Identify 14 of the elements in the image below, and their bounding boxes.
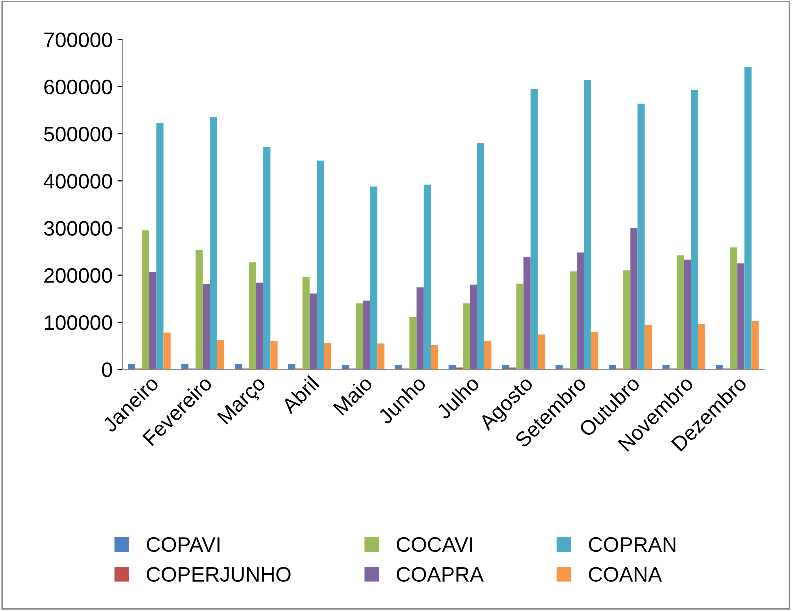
legend-label: COANA xyxy=(589,567,662,582)
y-tick-label: 200000 xyxy=(44,268,112,284)
legend-label: COPERJUNHO xyxy=(147,567,291,582)
legend-label: COPRAN xyxy=(589,537,676,552)
y-tick-label: 400000 xyxy=(44,174,112,189)
y-tick-label: 700000 xyxy=(44,32,112,48)
y-tick-label: 500000 xyxy=(44,126,112,142)
y-tick-label: 100000 xyxy=(45,316,112,330)
y-tick-label: 0 xyxy=(102,362,112,378)
y-tick-label: 600000 xyxy=(44,80,112,95)
legend-label: COCAVI xyxy=(397,537,472,552)
legend-label: COPAVI xyxy=(147,537,220,552)
y-tick-label: 300000 xyxy=(44,221,112,236)
legend-label: COAPRA xyxy=(397,567,484,582)
